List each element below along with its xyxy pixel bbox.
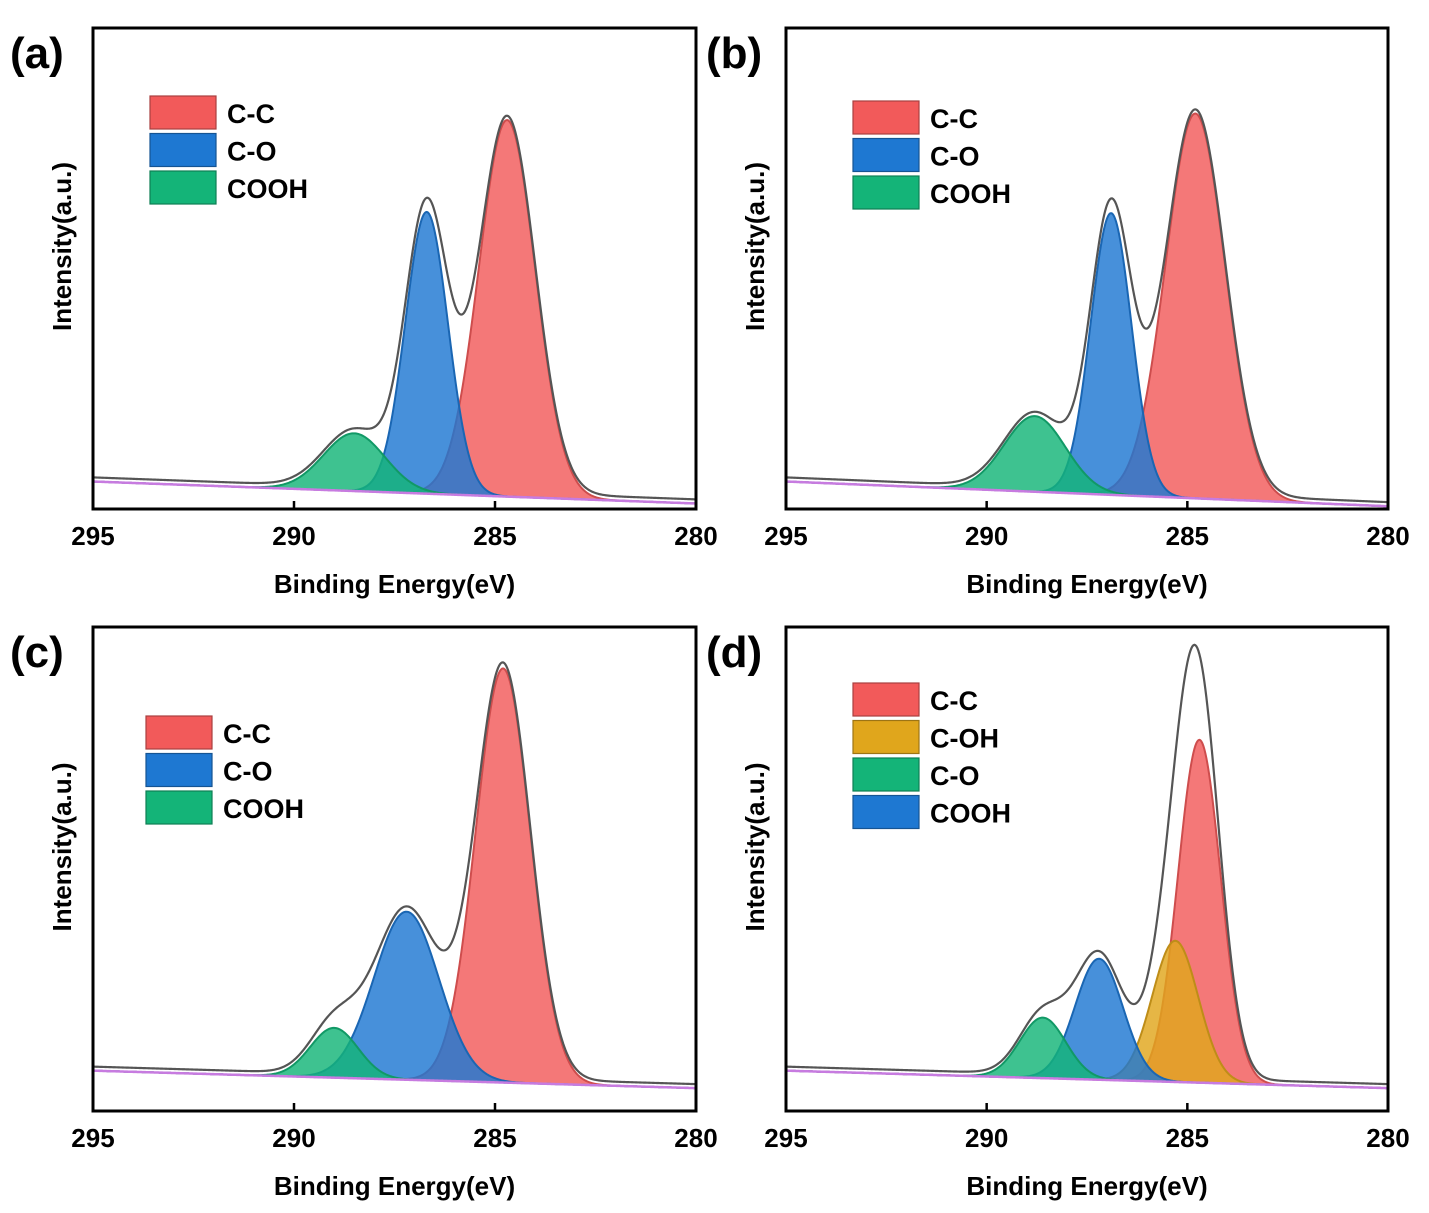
legend-swatch-c-o [852, 757, 920, 792]
legend-swatch-c-c [852, 100, 920, 135]
legend-swatch-c-c [145, 715, 213, 750]
legend-label-c-c: C-C [930, 686, 978, 716]
legend-swatch-c-c [852, 682, 920, 717]
legend-label-c-c: C-C [227, 99, 275, 129]
legend: C-C C-O COOH [149, 95, 308, 205]
legend-swatch-cooh [145, 790, 213, 825]
peak-c-c [93, 668, 696, 1089]
legend-label-c-c: C-C [930, 104, 978, 134]
plot-frame [784, 26, 1390, 511]
panel-label: (d) [706, 628, 762, 677]
background-line [93, 1069, 696, 1090]
x-tick-label: 280 [1366, 521, 1409, 551]
plot-area [786, 643, 1388, 1090]
x-axis-title: Binding Energy(eV) [274, 569, 515, 599]
legend-label-c-o: C-O [223, 757, 273, 787]
legend: C-C C-O COOH [145, 715, 304, 825]
x-tick-label: 295 [71, 1123, 114, 1153]
x-tick-label: 290 [965, 1123, 1008, 1153]
x-tick-label: 280 [674, 521, 717, 551]
x-tick-label: 285 [1166, 521, 1209, 551]
legend-label-c-c: C-C [223, 719, 271, 749]
peak-cooh [786, 958, 1388, 1089]
plot-frame [784, 625, 1390, 1113]
envelope-line [786, 643, 1388, 1086]
x-tick-label: 285 [473, 1123, 516, 1153]
legend-swatch-cooh [852, 794, 920, 830]
legend-swatch-c-o [145, 752, 213, 788]
legend-label-c-oh: C-OH [930, 724, 999, 754]
envelope-line [93, 661, 696, 1086]
x-tick-label: 285 [473, 521, 516, 551]
chart-panel-a: 295 290 285 280 Binding Energy(eV) Intensity(… [10, 26, 718, 599]
background-line [786, 1069, 1388, 1090]
peak-cooh [786, 416, 1388, 507]
x-tick-label: 290 [272, 521, 315, 551]
x-tick-label: 295 [764, 1123, 807, 1153]
legend-swatch-c-c [149, 95, 217, 130]
x-tick-label: 290 [272, 1123, 315, 1153]
legend: C-C C-O COOH [852, 100, 1011, 210]
legend-swatch-cooh [149, 170, 217, 205]
legend-swatch-c-o [852, 137, 920, 173]
legend-swatch-cooh [852, 175, 920, 210]
peak-c-c [786, 113, 1388, 507]
x-tick-label: 280 [674, 1123, 717, 1153]
x-tick-label: 285 [1166, 1123, 1209, 1153]
legend-label-cooh: COOH [223, 794, 304, 824]
legend-swatch-c-oh [852, 719, 920, 755]
legend: C-C C-OH C-O COOH [852, 682, 1011, 830]
plot-area [93, 114, 696, 505]
peak-c-c [93, 120, 696, 504]
legend-label-c-o: C-O [930, 142, 980, 172]
panel-label: (a) [10, 29, 64, 78]
peak-c-o [93, 211, 696, 504]
plot-area [786, 108, 1388, 508]
x-tick-label: 290 [965, 521, 1008, 551]
plot-area [93, 661, 696, 1090]
panel-label: (b) [706, 29, 762, 78]
x-tick-label: 295 [71, 521, 114, 551]
x-tick-label: 280 [1366, 1123, 1409, 1153]
x-axis-title: Binding Energy(eV) [274, 1171, 515, 1201]
background-line [93, 480, 696, 505]
chart-panel-c: 295 290 285 280 Binding Energy(eV) Intensity(… [10, 625, 718, 1201]
x-tick-label: 295 [764, 521, 807, 551]
chart-panel-d: 295 290 285 280 Binding Energy(eV) Intensity(… [706, 625, 1410, 1201]
legend-label-c-o: C-O [227, 137, 277, 167]
background-line [786, 480, 1388, 508]
plot-frame [91, 625, 698, 1113]
legend-label-c-o: C-O [930, 761, 980, 791]
y-axis-title: Intensity(a.u.) [740, 762, 770, 931]
y-axis-title: Intensity(a.u.) [47, 162, 77, 331]
legend-label-cooh: COOH [227, 174, 308, 204]
legend-label-cooh: COOH [930, 799, 1011, 829]
envelope-line [786, 108, 1388, 504]
peak-c-o [786, 1017, 1388, 1089]
y-axis-title: Intensity(a.u.) [740, 162, 770, 331]
x-axis-title: Binding Energy(eV) [966, 569, 1207, 599]
x-axis-title: Binding Energy(eV) [966, 1171, 1207, 1201]
chart-panel-b: 295 290 285 280 Binding Energy(eV) Intensity(… [706, 26, 1410, 599]
envelope-line [93, 114, 696, 501]
y-axis-title: Intensity(a.u.) [47, 762, 77, 931]
plot-frame [91, 26, 698, 511]
legend-swatch-c-o [149, 132, 217, 168]
panel-label: (c) [10, 628, 64, 677]
peak-c-o [93, 911, 696, 1089]
legend-label-cooh: COOH [930, 179, 1011, 209]
